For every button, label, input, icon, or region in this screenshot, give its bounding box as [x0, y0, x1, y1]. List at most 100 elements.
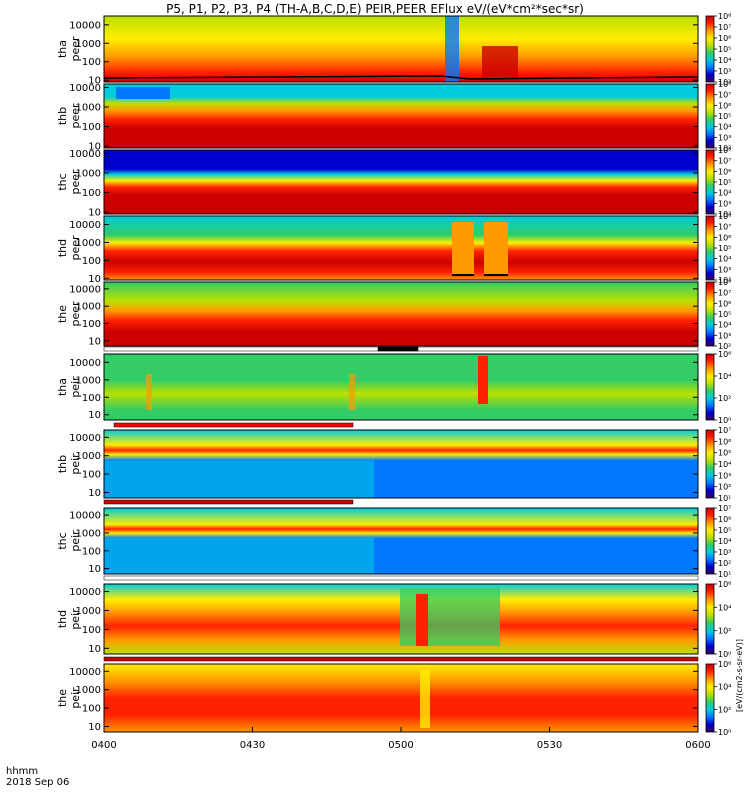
panel-thd-peir: 10 100 1000 10000 thd peir 10⁰ 10² 10⁴ 10⁶ — [56, 580, 731, 659]
y-tick-label: 100 — [82, 546, 101, 557]
quality-flag-bar — [103, 575, 699, 581]
colorbar-tick-label: 10⁸ — [718, 12, 731, 21]
y-axis-label-species: peer — [69, 169, 82, 195]
y-axis-label: the peir — [56, 687, 82, 709]
colorbar — [705, 215, 715, 281]
y-tick-label: 10000 — [69, 358, 101, 369]
colorbar-tick-label: 10⁶ — [718, 437, 731, 446]
spectrogram-feature — [445, 16, 459, 82]
y-axis-label: the peer — [56, 301, 82, 327]
colorbar-tick-label: 10⁵ — [718, 45, 731, 54]
y-axis-label-probe: thc — [56, 532, 69, 549]
colorbar-tick-label: 10⁴ — [718, 123, 731, 132]
y-axis-label: thd peer — [56, 235, 82, 261]
colorbar — [705, 15, 715, 83]
spectrogram-feature — [104, 537, 374, 574]
y-axis-label-species: peir — [69, 376, 82, 398]
colorbar-tick-label: 10³ — [718, 199, 731, 208]
y-axis-label-species: peer — [69, 103, 82, 129]
panel-frame — [103, 583, 699, 655]
y-axis-label-probe: tha — [56, 40, 69, 58]
chart-title: P5, P1, P2, P3, P4 (TH-A,B,C,D,E) PEIR,P… — [166, 2, 584, 16]
colorbar — [705, 507, 715, 575]
y-tick-label: 10 — [88, 488, 101, 499]
x-tick-label: 0500 — [388, 740, 413, 751]
y-tick-label: 1000 — [76, 606, 101, 617]
spectrogram-image — [104, 150, 698, 214]
colorbar-tick-label: 10² — [718, 342, 731, 351]
x-tick-label: 0530 — [537, 740, 562, 751]
colorbar-tick-label: 10³ — [718, 331, 731, 340]
colorbar-tick-label: 10⁰ — [718, 416, 731, 425]
colorbar-tick-label: 10⁶ — [718, 34, 731, 43]
y-tick-label: 10000 — [69, 587, 101, 598]
y-tick-label: 10 — [88, 564, 101, 575]
y-tick-label: 10000 — [69, 284, 101, 295]
y-tick-label: 100 — [82, 470, 101, 481]
y-tick-label: 10 — [88, 722, 101, 733]
y-tick-label: 10000 — [69, 433, 101, 444]
colorbar-tick-label: 10² — [718, 394, 731, 403]
colorbar-tick-label: 10⁶ — [718, 233, 731, 242]
colorbar-tick-label: 10⁷ — [718, 289, 731, 298]
colorbar-tick-label: 10³ — [718, 133, 731, 142]
spectrogram-feature — [482, 46, 518, 82]
colorbar — [705, 281, 715, 347]
y-axis-label-species: peer — [69, 235, 82, 261]
colorbar — [705, 583, 715, 655]
spectrogram-feature — [416, 594, 428, 646]
y-tick-label: 10000 — [69, 83, 101, 94]
y-tick-label: 1000 — [76, 238, 101, 249]
x-tick-label: 0430 — [240, 740, 265, 751]
panel-frame — [103, 215, 699, 281]
y-tick-label: 10 — [88, 274, 101, 285]
panel-frame — [103, 149, 699, 215]
colorbar — [705, 663, 715, 733]
colorbar-tick-label: 10⁶ — [718, 580, 731, 589]
colorbar-tick-label: 10⁶ — [718, 350, 731, 359]
colorbar-tick-label: 10⁴ — [718, 460, 731, 469]
y-axis-label-probe: the — [56, 689, 69, 707]
y-tick-label: 10 — [88, 410, 101, 421]
panel-frame — [103, 429, 699, 499]
colorbar-tick-label: 10⁵ — [718, 526, 731, 535]
colorbar — [705, 149, 715, 215]
colorbar-tick-label: 10² — [718, 78, 731, 87]
colorbar-tick-label: 10⁴ — [718, 603, 731, 612]
y-tick-label: 10000 — [69, 149, 101, 160]
colorbar-unit-label-group: [eV/(cm2-s-sr-eV)] — [735, 639, 744, 712]
y-axis-label-probe: thd — [56, 610, 69, 628]
y-tick-label: 10 — [88, 142, 101, 153]
y-axis-label-probe: the — [56, 305, 69, 323]
spectrogram-feature — [452, 222, 474, 276]
spectrogram-image — [104, 16, 698, 82]
x-tick-label: 0400 — [91, 740, 116, 751]
y-axis-label: tha peer — [56, 36, 82, 62]
y-axis-label-probe: thd — [56, 239, 69, 257]
y-tick-label: 10 — [88, 76, 101, 87]
y-tick-label: 1000 — [76, 39, 101, 50]
y-tick-label: 10000 — [69, 667, 101, 678]
y-tick-label: 1000 — [76, 102, 101, 113]
spectrogram-feature — [349, 374, 355, 410]
colorbar-tick-label: 10⁶ — [718, 660, 731, 669]
panel-frame — [103, 353, 699, 421]
colorbar-tick-label: 10⁷ — [718, 504, 731, 513]
spectrogram-feature — [400, 588, 500, 646]
quality-flag-bar — [113, 422, 354, 428]
spectrogram-feature — [104, 460, 374, 498]
colorbar-tick-label: 10⁸ — [718, 80, 731, 89]
colorbar-tick-label: 10¹ — [718, 494, 731, 503]
y-tick-label: 100 — [82, 188, 101, 199]
colorbar-tick-label: 10² — [718, 483, 731, 492]
spectrogram-image — [104, 84, 698, 148]
y-axis-label: thc peer — [56, 169, 82, 195]
colorbar-tick-label: 10⁸ — [718, 146, 731, 155]
colorbar-tick-label: 10⁴ — [718, 321, 731, 330]
colorbar-tick-label: 10⁰ — [718, 728, 731, 737]
colorbar-tick-label: 10⁷ — [718, 223, 731, 232]
